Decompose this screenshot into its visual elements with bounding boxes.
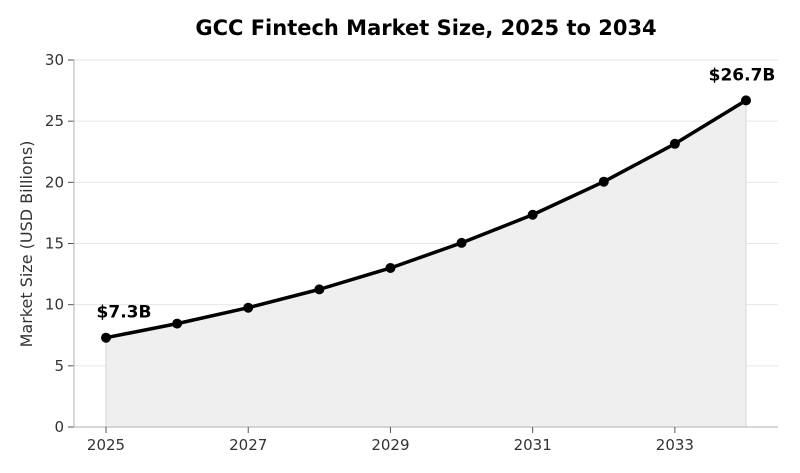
data-label: $7.3B [97,303,152,323]
data-label: $26.7B [709,65,776,85]
x-tick-label: 2031 [514,436,552,454]
y-tick-label: 0 [54,418,64,436]
x-tick-label: 2029 [371,436,409,454]
x-tick-label: 2027 [229,436,267,454]
data-point [385,262,396,273]
y-tick-label: 30 [45,51,64,69]
y-tick-label: 20 [45,173,64,191]
data-point [101,332,111,343]
x-tick-label: 2025 [87,436,125,454]
y-tick-label: 15 [45,235,64,253]
chart-title: GCC Fintech Market Size, 2025 to 2034 [195,16,656,40]
y-tick-label: 5 [54,357,64,375]
data-point [314,284,325,295]
data-labels: $7.3B $26.7B [97,65,776,322]
data-point [598,176,609,187]
x-tick-label: 2033 [656,436,694,454]
data-point [741,95,751,106]
data-point [243,302,254,313]
area-fill [105,100,747,428]
area-under-line [106,100,746,428]
y-tick-label: 10 [45,296,64,314]
series-line-layer [104,98,748,340]
series-line [104,98,748,340]
y-tick-label: 25 [45,112,64,130]
data-point [527,209,538,220]
data-point [172,318,183,329]
data-point [669,138,680,149]
data-point [456,237,467,248]
y-axis-label: Market Size (USD Billions) [17,141,36,348]
data-points [101,95,751,343]
